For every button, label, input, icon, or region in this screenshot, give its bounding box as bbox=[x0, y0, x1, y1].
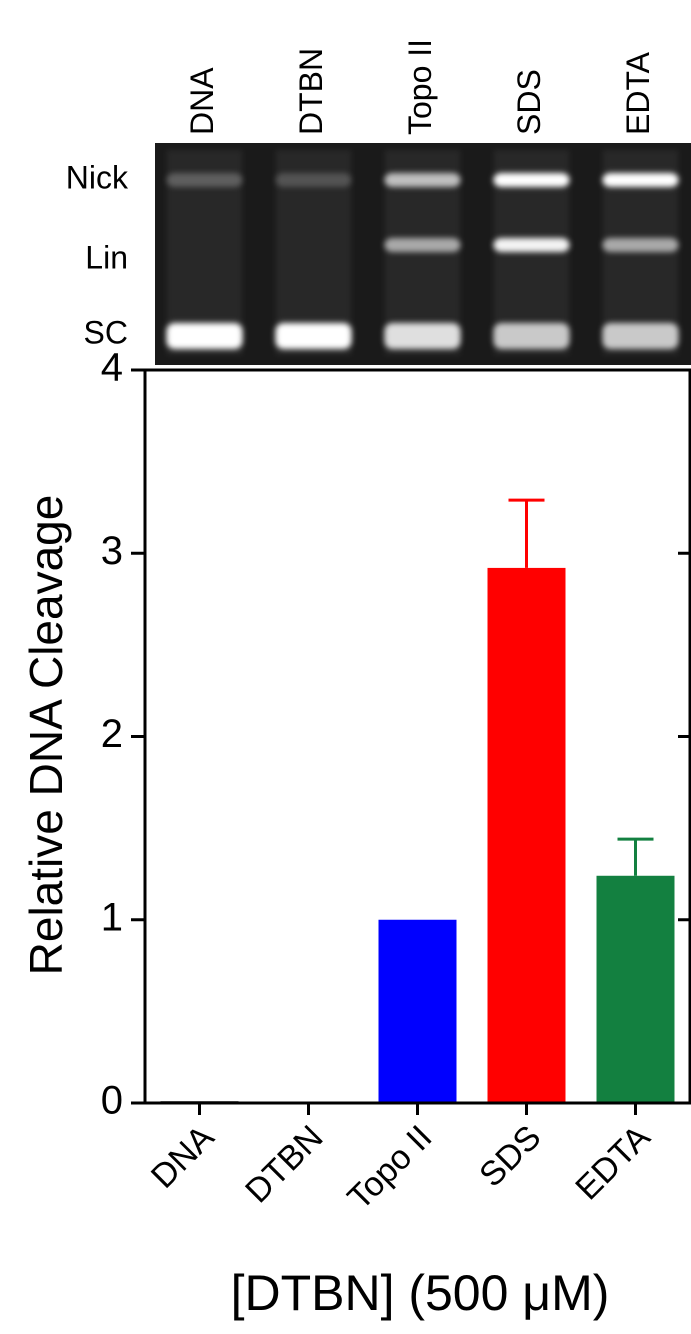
y-tick-label: 4 bbox=[101, 346, 123, 390]
gel-band bbox=[494, 238, 570, 252]
x-tick-label: DTBN bbox=[238, 1118, 330, 1210]
bar bbox=[379, 920, 457, 1103]
x-axis-title: [DTBN] (500 μM) bbox=[231, 1265, 610, 1321]
gel-band bbox=[167, 173, 243, 187]
bar bbox=[597, 876, 675, 1103]
lane-label: DTBN bbox=[293, 48, 329, 135]
gel-band bbox=[603, 173, 679, 187]
y-tick-label: 3 bbox=[101, 529, 123, 573]
y-tick-label: 2 bbox=[101, 712, 123, 756]
lane-label: Topo II bbox=[402, 39, 438, 135]
gel-band bbox=[276, 323, 352, 349]
x-tick-label: SDS bbox=[472, 1118, 548, 1194]
gel-band bbox=[385, 173, 461, 187]
gel-band bbox=[494, 173, 570, 187]
y-tick-label: 0 bbox=[101, 1079, 123, 1123]
gel-band bbox=[385, 238, 461, 252]
lane-label: DNA bbox=[184, 67, 220, 135]
x-tick-label: DNA bbox=[144, 1118, 222, 1196]
y-tick-label: 1 bbox=[101, 895, 123, 939]
band-label: Nick bbox=[66, 159, 129, 195]
gel-band bbox=[603, 323, 679, 349]
figure: Nick Lin SC Relative DNA Cleavage [DTBN]… bbox=[0, 0, 691, 1334]
x-tick-label: Topo II bbox=[340, 1118, 439, 1217]
gel-band bbox=[385, 323, 461, 349]
gel-band bbox=[167, 323, 243, 349]
lane-label: EDTA bbox=[620, 51, 656, 135]
gel-band bbox=[276, 173, 352, 187]
y-axis-title: Relative DNA Cleavage bbox=[20, 495, 72, 976]
gel-band bbox=[603, 238, 679, 252]
lane-label: SDS bbox=[511, 69, 547, 135]
band-label: Lin bbox=[85, 239, 128, 275]
gel-band bbox=[494, 323, 570, 349]
bar bbox=[488, 568, 566, 1103]
x-tick-label: EDTA bbox=[568, 1118, 657, 1207]
